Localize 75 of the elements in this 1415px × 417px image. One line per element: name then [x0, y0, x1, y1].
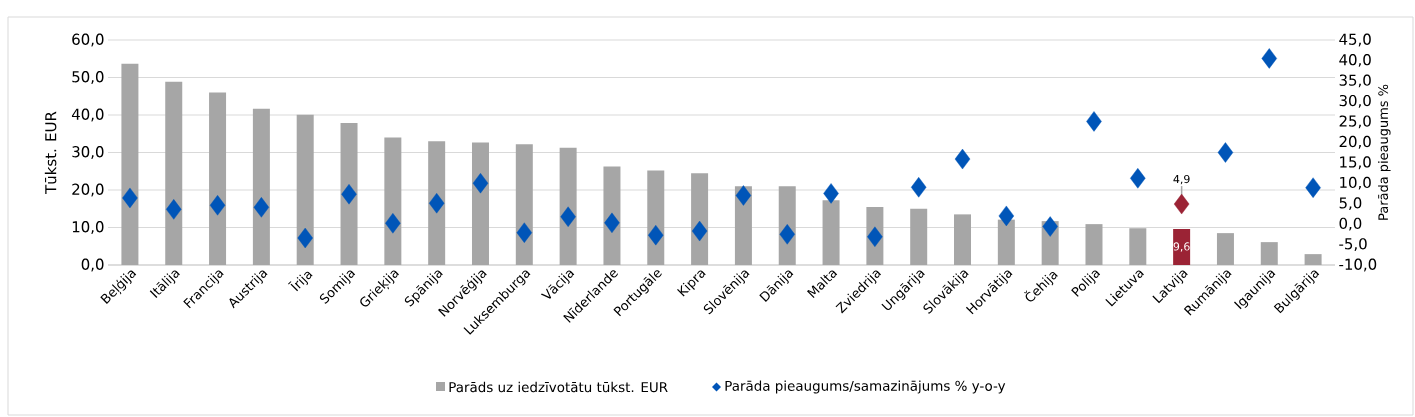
bar [910, 208, 928, 265]
bar [515, 144, 533, 265]
y2-tick-label: 10,0 [1340, 176, 1371, 190]
y-tick-label: 0,0 [81, 258, 104, 272]
bar [165, 81, 183, 265]
point [385, 213, 401, 234]
y-tick-label: 50,0 [72, 71, 104, 84]
y2-axis-title: Parāda pieaugums % [1378, 84, 1391, 220]
bar [428, 141, 446, 265]
y2-tick-label: 35,0 [1339, 74, 1371, 88]
y-axis-title: Tūkst. EUR [44, 111, 57, 194]
y-tick-label: 40,0 [71, 108, 104, 122]
data-label: 9,6 [1173, 242, 1190, 252]
bar [1260, 242, 1278, 265]
y2-tick-label: 40,0 [1339, 54, 1371, 67]
y2-tick-label: 15,0 [1340, 156, 1371, 170]
bar [1129, 228, 1147, 265]
point [122, 187, 138, 209]
point [1217, 142, 1234, 163]
bar [997, 219, 1015, 265]
legend-label: Parāda pieaugums/samazinājums % y-o-y [725, 380, 1006, 394]
bar [954, 214, 972, 265]
point [166, 199, 182, 220]
point [1305, 177, 1321, 198]
point [341, 184, 357, 205]
point [1261, 48, 1277, 69]
y2-tick-label: 0,0 [1339, 217, 1362, 231]
point [1086, 111, 1102, 132]
point [604, 212, 620, 234]
point [253, 197, 270, 218]
point [472, 172, 489, 194]
y2-tick-label: 25,0 [1339, 115, 1371, 129]
point [691, 220, 708, 242]
point [1130, 168, 1146, 189]
bar [1216, 233, 1234, 265]
bar [296, 114, 314, 265]
point [911, 177, 927, 198]
point [779, 224, 795, 245]
y2-tick-label: 5,0 [1339, 197, 1362, 211]
bar [559, 147, 577, 265]
point [560, 206, 576, 227]
point [735, 185, 752, 206]
bar [340, 122, 358, 265]
bar [1304, 254, 1322, 265]
x-tick-label: Īrija [288, 271, 313, 292]
point [209, 195, 226, 216]
bar [1085, 224, 1103, 265]
point [1173, 193, 1190, 215]
bar [209, 92, 227, 265]
y-tick-label: 10,0 [72, 221, 104, 234]
legend-label: Parāds uz iedzīvotātu tūkst. EUR [449, 381, 668, 393]
point [954, 148, 971, 170]
point [428, 193, 445, 214]
point [1042, 216, 1058, 237]
point [297, 227, 313, 249]
y-tick-label: 20,0 [72, 183, 104, 197]
y2-tick-label: -10,0 [1339, 258, 1377, 272]
point [516, 222, 533, 243]
y2-tick-label: 20,0 [1339, 135, 1371, 149]
bar [384, 137, 402, 265]
point [823, 183, 839, 204]
bar [121, 63, 139, 265]
bar [1173, 229, 1191, 265]
point [867, 226, 883, 247]
point [998, 205, 1015, 227]
y2-tick-label: 30,0 [1339, 94, 1371, 108]
y-tick-label: 60,0 [72, 33, 104, 47]
bar [471, 142, 489, 265]
y2-tick-label: 45,0 [1339, 33, 1371, 47]
bar [822, 200, 840, 265]
data-label: 4,9 [1173, 174, 1190, 185]
point [648, 224, 664, 246]
y2-tick-label: -5,0 [1339, 238, 1367, 251]
y-tick-label: 30,0 [72, 146, 104, 159]
bar [252, 108, 270, 265]
